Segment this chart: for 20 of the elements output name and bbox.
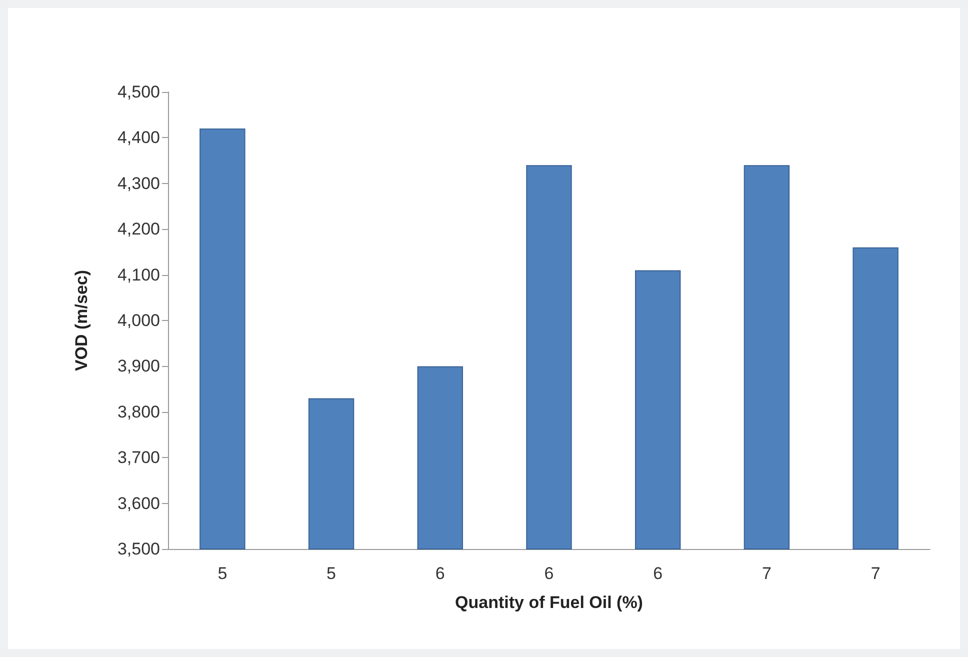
x-axis-title: Quantity of Fuel Oil (%) (455, 593, 643, 612)
y-tick-label: 4,400 (117, 128, 160, 148)
y-tick-label: 3,700 (117, 448, 160, 468)
x-tick-label: 6 (544, 564, 554, 583)
x-tick-label: 6 (653, 564, 663, 583)
y-tick-label: 4,300 (117, 174, 160, 193)
y-axis-title: VOD (m/sec) (72, 270, 91, 372)
y-tick-label: 3,800 (117, 402, 160, 422)
y-tick-label: 3,900 (117, 356, 160, 376)
x-tick-label: 7 (870, 564, 880, 583)
y-tick-label: 4,200 (117, 220, 160, 239)
x-tick-label: 6 (435, 564, 445, 583)
y-tick-label: 4,100 (117, 265, 160, 284)
x-tick-label: 5 (326, 564, 336, 583)
x-tick-label: 5 (218, 564, 228, 583)
y-tick-label: 3,600 (117, 494, 160, 513)
y-tick-label: 4,000 (117, 311, 160, 330)
x-tick-label: 7 (762, 564, 772, 583)
y-tick-label: 3,500 (117, 540, 160, 558)
y-tick-label: 4,500 (117, 82, 160, 102)
